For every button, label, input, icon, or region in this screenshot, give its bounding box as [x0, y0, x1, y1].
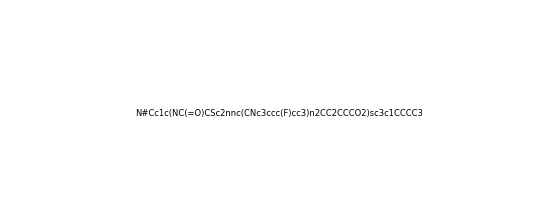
Text: N#Cc1c(NC(=O)CSc2nnc(CNc3ccc(F)cc3)n2CC2CCCO2)sc3c1CCCC3: N#Cc1c(NC(=O)CSc2nnc(CNc3ccc(F)cc3)n2CC2… [135, 109, 423, 118]
